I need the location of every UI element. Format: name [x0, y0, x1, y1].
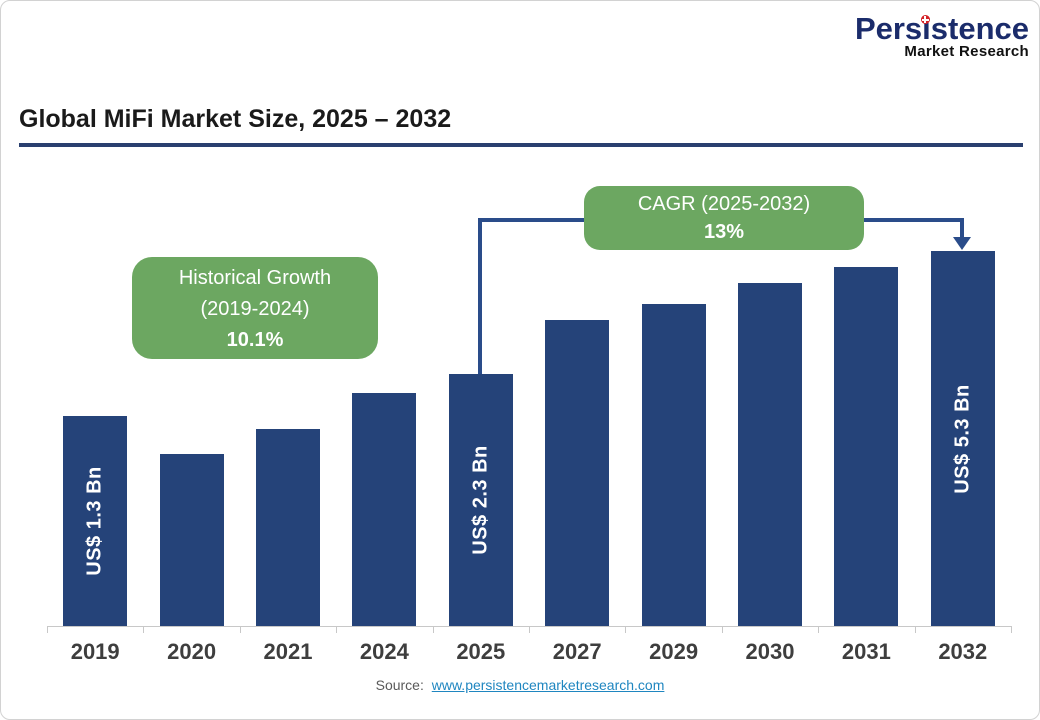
- historical-growth-period: (2019-2024): [200, 298, 310, 320]
- bar-value-label-2019: US$ 1.3 Bn: [83, 466, 106, 576]
- historical-growth-title: Historical Growth: [178, 267, 332, 289]
- logo-red-dot-icon: [920, 15, 930, 24]
- bar-2020: [159, 454, 224, 626]
- connector-2025-vertical-line: [478, 218, 482, 374]
- brand-logo: Persistence Market Research: [813, 11, 1029, 60]
- brand-name: Persistence: [854, 11, 1029, 46]
- x-axis-tick: [143, 626, 145, 633]
- brand-subtitle: Market Research: [904, 42, 1029, 60]
- x-axis-label-2025: 2025: [456, 639, 506, 664]
- x-axis-label-2024: 2024: [359, 639, 409, 664]
- chart-title: Global MiFi Market Size, 2025 – 2032: [19, 105, 452, 133]
- bar-2024: [352, 393, 417, 626]
- cagr-title: CAGR (2025-2032): [637, 193, 811, 215]
- bar-2019: US$ 1.3 Bn: [63, 416, 128, 626]
- bar-2027: [545, 320, 610, 626]
- bar-2031: [834, 267, 899, 626]
- bar-value-label-2032: US$ 5.3 Bn: [951, 383, 974, 494]
- source-line: Source: www.persistencemarketresearch.co…: [1, 677, 1039, 693]
- connector-right-horizontal-line: [863, 218, 964, 222]
- connector-right-vertical-line: [960, 218, 964, 238]
- source-link[interactable]: www.persistencemarketresearch.com: [431, 677, 665, 693]
- historical-growth-callout: Historical Growth (2019-2024) 10.1%: [132, 257, 378, 359]
- x-axis-label-2031: 2031: [841, 639, 891, 664]
- arrow-down-icon: [953, 237, 971, 250]
- x-axis-label-2029: 2029: [649, 639, 699, 664]
- x-axis-tick: [336, 626, 338, 633]
- cagr-callout: CAGR (2025-2032) 13%: [584, 186, 864, 250]
- x-axis-tick: [914, 626, 916, 633]
- historical-growth-value: 10.1%: [226, 329, 284, 351]
- source-label: Source:: [375, 677, 424, 693]
- x-axis-tick: [818, 626, 820, 633]
- x-axis-label-2019: 2019: [70, 639, 120, 664]
- bar-2030: [738, 283, 802, 626]
- bar-value-label-2025: US$ 2.3 Bn: [469, 445, 492, 555]
- x-axis-label-2021: 2021: [263, 639, 313, 664]
- cagr-value: 13%: [703, 221, 745, 243]
- x-axis-tick: [721, 626, 723, 633]
- bar-2025: US$ 2.3 Bn: [448, 374, 513, 626]
- x-axis-label-2032: 2032: [938, 639, 988, 664]
- x-axis-tick: [625, 626, 627, 633]
- connector-left-horizontal-line: [478, 218, 585, 222]
- x-axis-tick: [47, 626, 48, 633]
- x-axis-label-2020: 2020: [167, 639, 217, 664]
- bar-2029: [641, 304, 706, 626]
- x-axis-label-2027: 2027: [552, 639, 602, 664]
- bar-2032: US$ 5.3 Bn: [930, 251, 995, 626]
- x-axis-tick: [529, 626, 530, 633]
- x-axis-tick: [239, 626, 241, 633]
- title-underline: [19, 143, 1023, 147]
- x-axis-label-2030: 2030: [745, 639, 795, 664]
- bar-2021: [256, 429, 320, 626]
- x-axis-tick: [432, 626, 434, 633]
- x-axis-tick: [1011, 626, 1012, 633]
